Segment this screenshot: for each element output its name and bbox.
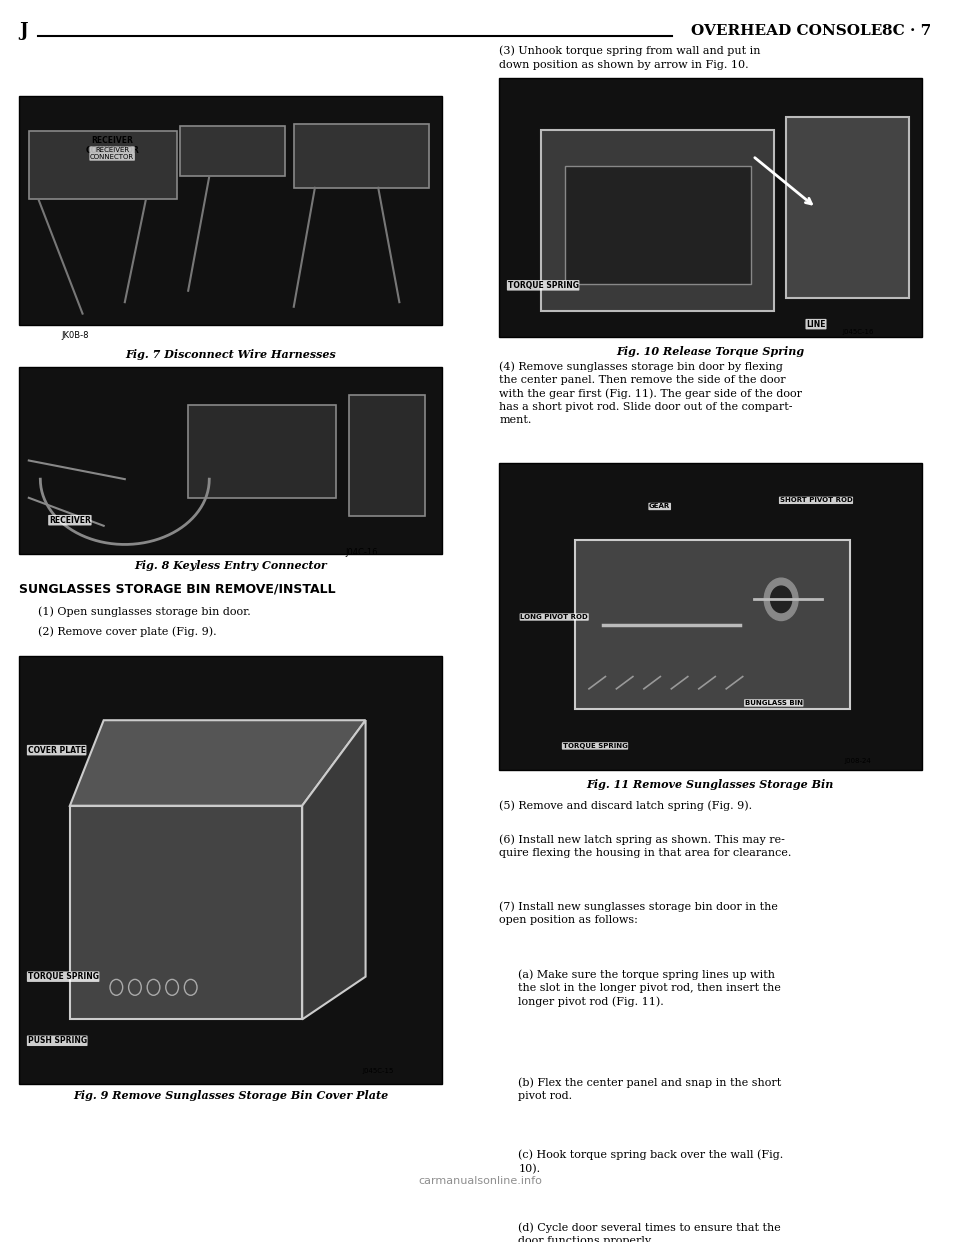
Text: Fig. 10 Release Torque Spring: Fig. 10 Release Torque Spring — [616, 345, 804, 356]
Text: (1) Open sunglasses storage bin door.: (1) Open sunglasses storage bin door. — [38, 607, 252, 617]
Bar — [499, 78, 922, 337]
Text: (d) Cycle door several times to ensure that the
door functions properly.: (d) Cycle door several times to ensure t… — [518, 1222, 781, 1242]
Bar — [575, 540, 850, 709]
Text: TORQUE SPRING: TORQUE SPRING — [508, 281, 579, 289]
Text: LONG PIVOT ROD: LONG PIVOT ROD — [520, 614, 588, 620]
Bar — [499, 463, 922, 770]
Text: SHORT PIVOT ROD: SHORT PIVOT ROD — [780, 497, 852, 503]
Polygon shape — [70, 720, 366, 806]
Bar — [188, 405, 336, 498]
Bar — [564, 166, 751, 284]
Text: (b) Flex the center panel and snap in the short
pivot rod.: (b) Flex the center panel and snap in th… — [518, 1078, 781, 1102]
Text: (6) Install new latch spring as shown. This may re-
quire flexing the housing in: (6) Install new latch spring as shown. T… — [499, 835, 792, 858]
Text: COVER PLATE: COVER PLATE — [28, 745, 85, 755]
Bar — [786, 117, 909, 298]
Bar — [541, 130, 774, 312]
Text: TORQUE SPRING: TORQUE SPRING — [563, 743, 628, 749]
Bar — [19, 368, 442, 554]
Bar — [70, 806, 302, 1020]
Text: RECEIVER: RECEIVER — [49, 515, 91, 524]
Text: Fig. 9 Remove Sunglasses Storage Bin Cover Plate: Fig. 9 Remove Sunglasses Storage Bin Cov… — [73, 1089, 388, 1100]
Circle shape — [771, 586, 792, 612]
Text: 8C · 7: 8C · 7 — [882, 25, 931, 39]
Text: RECEIVER
CONNECTOR: RECEIVER CONNECTOR — [85, 137, 139, 155]
Bar — [19, 97, 442, 325]
Text: (7) Install new sunglasses storage bin door in the
open position as follows:: (7) Install new sunglasses storage bin d… — [499, 902, 778, 925]
Text: (5) Remove and discard latch spring (Fig. 9).: (5) Remove and discard latch spring (Fig… — [499, 801, 753, 811]
Bar — [19, 656, 442, 1083]
Bar — [180, 125, 285, 176]
Text: J045C-15: J045C-15 — [363, 1068, 394, 1073]
Text: J008-24: J008-24 — [845, 759, 872, 764]
Bar — [348, 395, 424, 517]
Text: (3) Unhook torque spring from wall and put in
down position as shown by arrow in: (3) Unhook torque spring from wall and p… — [499, 46, 760, 70]
Text: OVERHEAD CONSOLE: OVERHEAD CONSOLE — [691, 25, 882, 39]
Text: GEAR: GEAR — [649, 503, 670, 509]
Text: TORQUE SPRING: TORQUE SPRING — [28, 972, 99, 981]
Text: J045C-16: J045C-16 — [843, 329, 874, 335]
Text: (c) Hook torque spring back over the wall (Fig.
10).: (c) Hook torque spring back over the wal… — [518, 1150, 783, 1174]
Polygon shape — [302, 720, 366, 1020]
Text: (a) Make sure the torque spring lines up with
the slot in the longer pivot rod, : (a) Make sure the torque spring lines up… — [518, 969, 781, 1007]
Bar — [29, 130, 177, 199]
Bar — [294, 124, 429, 188]
Text: carmanualsonline.info: carmanualsonline.info — [418, 1176, 542, 1186]
Text: RECEIVER
CONNECTOR: RECEIVER CONNECTOR — [90, 147, 134, 160]
Text: Fig. 7 Disconnect Wire Harnesses: Fig. 7 Disconnect Wire Harnesses — [125, 349, 336, 360]
Text: BUNGLASS BIN: BUNGLASS BIN — [745, 700, 803, 705]
Text: LINE: LINE — [806, 319, 826, 329]
Text: JK0B-8: JK0B-8 — [61, 332, 89, 340]
Text: (4) Remove sunglasses storage bin door by flexing
the center panel. Then remove : (4) Remove sunglasses storage bin door b… — [499, 361, 803, 425]
Text: Fig. 8 Keyless Entry Connector: Fig. 8 Keyless Entry Connector — [134, 560, 326, 571]
Text: PUSH SPRING: PUSH SPRING — [28, 1036, 86, 1046]
Circle shape — [764, 579, 798, 621]
Text: (2) Remove cover plate (Fig. 9).: (2) Remove cover plate (Fig. 9). — [38, 626, 217, 637]
Text: J: J — [19, 22, 28, 40]
Text: Fig. 11 Remove Sunglasses Storage Bin: Fig. 11 Remove Sunglasses Storage Bin — [587, 779, 834, 790]
Text: SUNGLASSES STORAGE BIN REMOVE/INSTALL: SUNGLASSES STORAGE BIN REMOVE/INSTALL — [19, 582, 336, 596]
Text: J04C-16: J04C-16 — [346, 548, 378, 556]
